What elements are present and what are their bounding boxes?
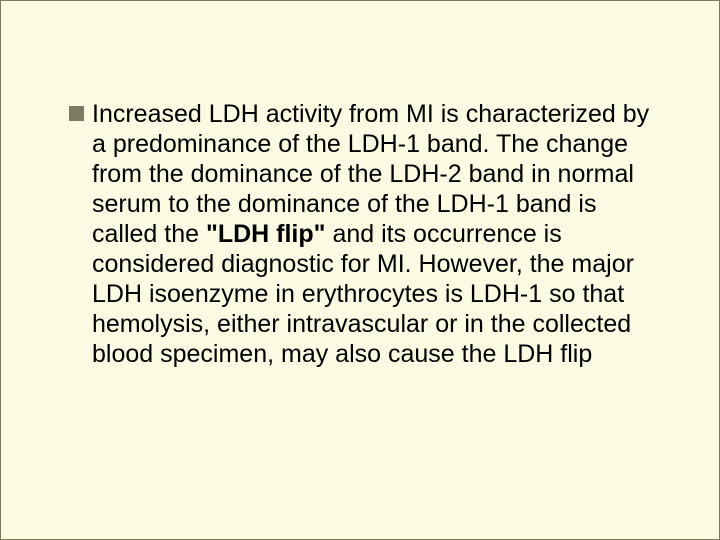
body-text: Increased LDH activity from MI is charac…	[92, 99, 659, 369]
body-bold: "LDH flip"	[206, 220, 326, 248]
bullet-item: Increased LDH activity from MI is charac…	[69, 99, 659, 369]
content-area: Increased LDH activity from MI is charac…	[69, 99, 659, 369]
square-bullet-icon	[69, 106, 84, 121]
slide: Increased LDH activity from MI is charac…	[0, 0, 720, 540]
